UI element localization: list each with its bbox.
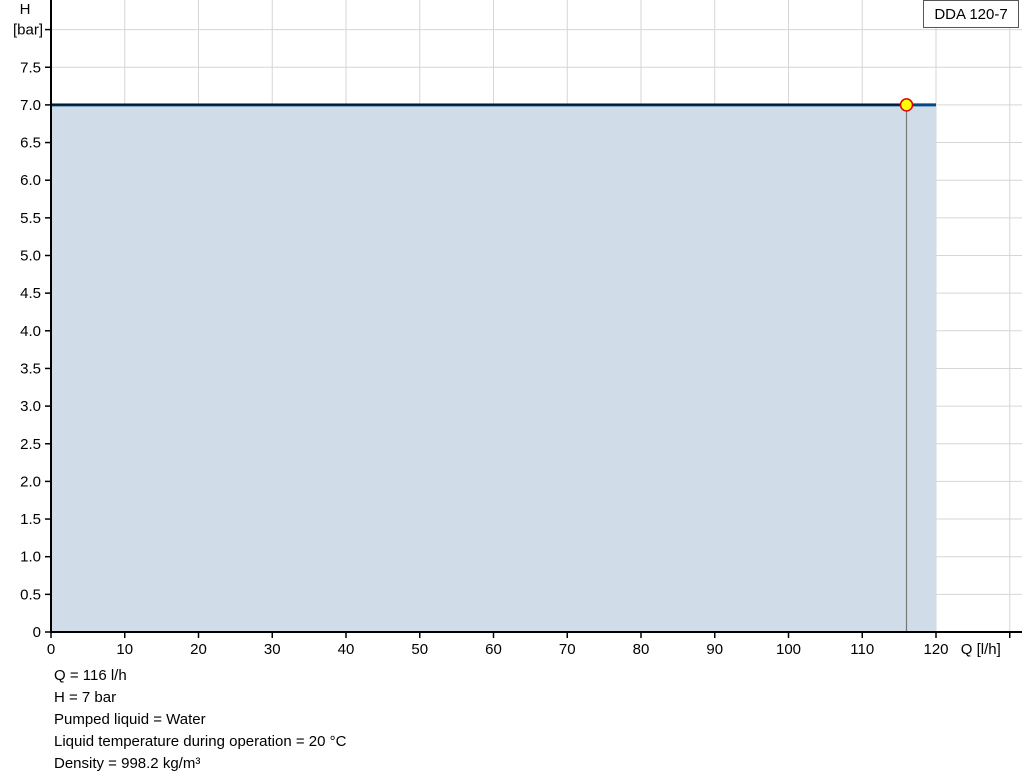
x-tick-label: 20 — [190, 641, 207, 658]
y-tick-label: 3.5 — [20, 360, 41, 377]
info-density: Density = 998.2 kg/m³ — [54, 755, 201, 772]
x-axis-label: Q [l/h] — [961, 641, 1001, 658]
info-flow: Q = 116 l/h — [54, 667, 127, 684]
y-tick-label: 4.0 — [20, 323, 41, 340]
y-tick-label: 1.0 — [20, 549, 41, 566]
y-tick-label: 2.0 — [20, 473, 41, 490]
x-tick-label: 110 — [850, 641, 874, 658]
y-tick-label: 7.0 — [20, 97, 41, 114]
info-liquid: Pumped liquid = Water — [54, 711, 206, 728]
y-tick-label: 7.5 — [20, 59, 41, 76]
legend-series: DDA 120-7 — [923, 0, 1019, 28]
y-tick-label: 0 — [33, 624, 41, 641]
y-tick-label: 6.5 — [20, 135, 41, 152]
y-axis-unit: [bar] — [13, 22, 43, 39]
x-tick-label: 60 — [485, 641, 502, 658]
x-tick-label: 30 — [264, 641, 281, 658]
info-head: H = 7 bar — [54, 689, 117, 706]
y-axis-label: H — [20, 1, 31, 18]
x-tick-label: 70 — [559, 641, 576, 658]
x-tick-label: 120 — [923, 641, 948, 658]
y-tick-label: 5.5 — [20, 210, 41, 227]
x-tick-label: 100 — [776, 641, 801, 658]
y-tick-label: 2.5 — [20, 436, 41, 453]
x-tick-label: 10 — [116, 641, 133, 658]
x-tick-label: 40 — [338, 641, 355, 658]
info-temperature: Liquid temperature during operation = 20… — [54, 733, 347, 750]
operating-info: Q = 116 l/h H = 7 bar Pumped liquid = Wa… — [54, 665, 346, 775]
y-tick-label: 1.5 — [20, 511, 41, 528]
x-tick-label: 80 — [633, 641, 650, 658]
y-tick-label: 0.5 — [20, 586, 41, 603]
x-tick-label: 90 — [706, 641, 723, 658]
operating-point — [899, 98, 914, 112]
x-tick-label: 50 — [411, 641, 428, 658]
y-tick-label: 5.0 — [20, 248, 41, 265]
y-tick-label: 4.5 — [20, 285, 41, 302]
y-tick-label: 6.0 — [20, 172, 41, 189]
curve-area — [51, 104, 936, 632]
y-tick-label: 3.0 — [20, 398, 41, 415]
x-tick-label: 0 — [47, 641, 55, 658]
